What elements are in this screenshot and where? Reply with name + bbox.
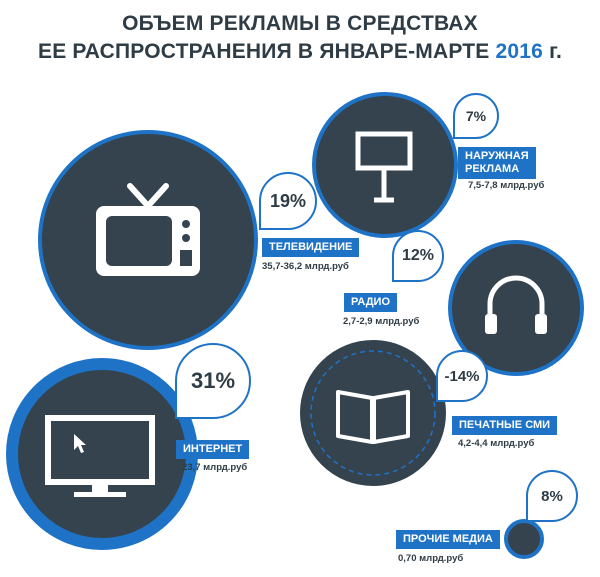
title-year: 2016 xyxy=(495,40,544,63)
radio-label: РАДИО xyxy=(344,293,398,312)
internet-label: ИНТЕРНЕТ xyxy=(176,440,250,459)
tv-value: 35,7-36,2 млрд.руб xyxy=(262,261,349,272)
title-suffix: г. xyxy=(543,40,562,63)
internet-circle xyxy=(6,358,198,550)
other-percent-bubble: 8% xyxy=(526,470,578,522)
book-icon xyxy=(310,350,436,476)
title-line-2: ЕЕ РАСПРОСТРАНЕНИЯ В ЯНВАРЕ-МАРТЕ 2016 г… xyxy=(37,40,562,63)
internet-value: 23,7 млрд.руб xyxy=(182,462,248,473)
internet-percent-bubble: 31% xyxy=(175,343,251,419)
headphones-icon xyxy=(485,275,547,334)
outdoor-circle xyxy=(312,92,458,238)
tv-circle xyxy=(38,130,258,350)
other-circle xyxy=(504,519,544,559)
radio-value: 2,7-2,9 млрд.руб xyxy=(343,316,420,327)
print-value: 4,2-4,4 млрд.руб xyxy=(458,438,535,449)
tv-percent-bubble: 19% xyxy=(259,172,317,230)
outdoor-label: НАРУЖНАЯ РЕКЛАМА xyxy=(458,147,536,179)
title-line-1: ОБЪЕМ РЕКЛАМЫ В СРЕДСТВАХ xyxy=(122,12,478,35)
other-label: ПРОЧИЕ МЕДИА xyxy=(396,530,500,549)
monitor-icon xyxy=(45,415,155,497)
other-value: 0,70 млрд.руб xyxy=(398,553,464,564)
outdoor-value: 7,5-7,8 млрд.руб xyxy=(468,180,545,191)
outdoor-percent-bubble: 7% xyxy=(453,93,499,139)
print-circle xyxy=(300,340,446,486)
tv-icon xyxy=(96,183,200,276)
print-percent-bubble: -14% xyxy=(436,350,488,402)
print-label: ПЕЧАТНЫЕ СМИ xyxy=(452,416,558,435)
radio-percent-bubble: 12% xyxy=(392,230,444,282)
tv-label: ТЕЛЕВИДЕНИЕ xyxy=(262,238,360,257)
billboard-icon xyxy=(355,131,413,203)
